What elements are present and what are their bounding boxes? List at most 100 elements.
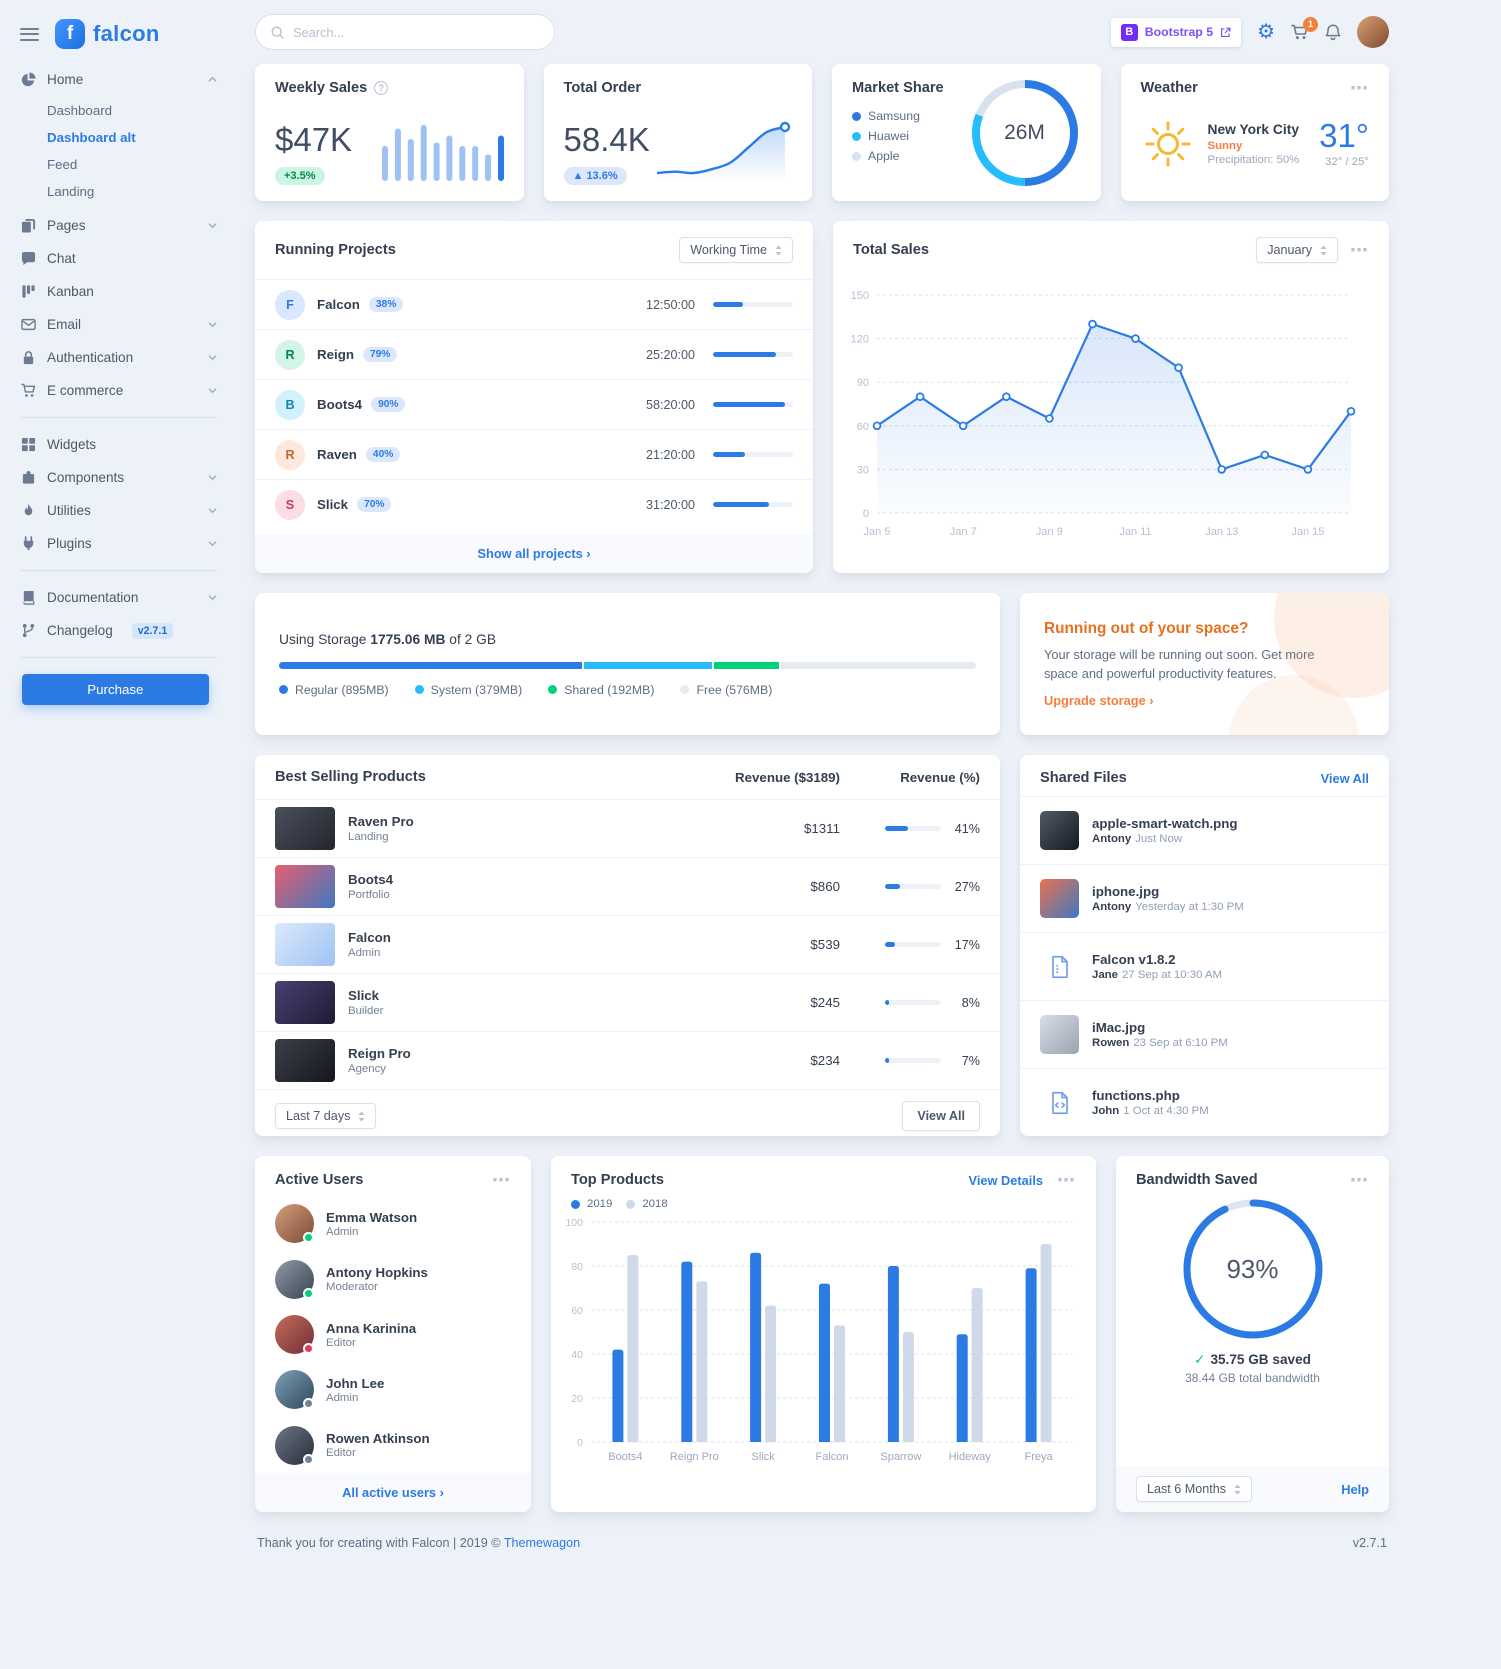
active-users-menu-button[interactable]: ⋯ — [492, 1169, 511, 1190]
product-category[interactable]: Builder — [348, 1005, 384, 1017]
view-details-link[interactable]: View Details — [968, 1172, 1043, 1188]
file-row: functions.php John 1 Oct at 4:30 PM — [1020, 1068, 1389, 1136]
project-name[interactable]: Raven — [317, 447, 357, 462]
project-name[interactable]: Falcon — [317, 297, 360, 312]
sidebar-item-pages[interactable]: Pages — [20, 209, 223, 242]
legend-item: 2019 — [571, 1198, 612, 1210]
product-progress-bar — [885, 884, 941, 889]
project-name[interactable]: Boots4 — [317, 397, 363, 412]
sidebar-item-widgets[interactable]: Widgets — [20, 428, 223, 461]
info-icon[interactable]: ? — [374, 81, 389, 95]
notifications-button[interactable] — [1325, 23, 1341, 41]
project-row: R Raven 40% 21:20:00 — [255, 429, 813, 479]
file-name[interactable]: iMac.jpg — [1092, 1020, 1146, 1035]
sidebar-item-email[interactable]: Email — [20, 308, 223, 341]
show-all-projects-link[interactable]: Show all projects › — [255, 534, 813, 573]
sidebar-item-ecommerce[interactable]: E commerce — [20, 374, 223, 407]
product-revenue: $234 — [810, 1053, 840, 1068]
projects-sales-row: Running Projects Working Time F Falcon 3… — [255, 221, 1389, 573]
sidebar-item-home[interactable]: Home — [20, 63, 223, 96]
brand-row: f falcon — [20, 13, 223, 55]
help-link[interactable]: Help — [1341, 1481, 1369, 1497]
sidebar-item-dashboard-alt[interactable]: Dashboard alt — [47, 130, 136, 145]
themewagon-link[interactable]: Themewagon — [503, 1536, 581, 1550]
svg-text:20: 20 — [571, 1393, 583, 1405]
storage-segment-free — [781, 661, 976, 669]
user-name[interactable]: John Lee — [326, 1375, 385, 1391]
user-name[interactable]: Rowen Atkinson — [326, 1431, 430, 1447]
svg-text:Falcon: Falcon — [815, 1451, 848, 1463]
sidebar-item-utilities[interactable]: Utilities — [20, 494, 223, 527]
all-active-users-link[interactable]: All active users › — [255, 1473, 531, 1512]
project-avatar: B — [275, 389, 305, 420]
top-products-menu-button[interactable]: ⋯ — [1057, 1169, 1076, 1190]
project-name[interactable]: Reign — [317, 347, 354, 362]
product-category[interactable]: Portfolio — [348, 889, 390, 901]
working-time-select[interactable]: Working Time — [679, 237, 793, 263]
weather-menu-button[interactable]: ⋯ — [1350, 77, 1369, 98]
sidebar-item-kanban[interactable]: Kanban — [20, 275, 223, 308]
view-all-button[interactable]: View All — [902, 1101, 980, 1131]
falcon-logo-icon: f — [55, 19, 85, 49]
falcon-logo[interactable]: f falcon — [55, 19, 160, 49]
user-name[interactable]: Emma Watson — [326, 1209, 418, 1225]
sidebar-item-documentation[interactable]: Documentation — [20, 581, 223, 614]
product-category[interactable]: Landing — [348, 831, 389, 843]
product-category[interactable]: Agency — [348, 1063, 386, 1075]
sidebar-item-authentication[interactable]: Authentication — [20, 341, 223, 374]
sidebar-item-chat[interactable]: Chat — [20, 242, 223, 275]
storage-segment-system — [583, 661, 713, 669]
product-name[interactable]: Boots4 — [348, 872, 394, 887]
upgrade-storage-link[interactable]: Upgrade storage › — [1044, 693, 1154, 709]
weather-city: New York City — [1207, 121, 1300, 137]
shared-files-title: Shared Files — [1040, 770, 1127, 786]
file-name[interactable]: iphone.jpg — [1092, 884, 1160, 899]
plug-icon — [20, 536, 36, 551]
file-owner: Rowen — [1092, 1037, 1130, 1049]
project-row: R Reign 79% 25:20:00 — [255, 329, 813, 379]
total-sales-title: Total Sales — [853, 242, 929, 258]
total-sales-menu-button[interactable]: ⋯ — [1350, 239, 1369, 260]
months-select[interactable]: Last 6 Months — [1136, 1476, 1253, 1502]
purchase-button[interactable]: Purchase — [22, 674, 209, 705]
bandwidth-menu-button[interactable]: ⋯ — [1350, 1169, 1369, 1190]
sidebar-item-feed[interactable]: Feed — [47, 157, 78, 172]
sidebar-item-landing[interactable]: Landing — [47, 184, 95, 199]
sidebar-item-dashboard[interactable]: Dashboard — [47, 103, 113, 118]
market-share-card: Market Share Samsung Huawei Apple 26M — [832, 64, 1101, 201]
search-box[interactable] — [255, 14, 555, 50]
project-name[interactable]: Slick — [317, 497, 349, 512]
product-name[interactable]: Reign Pro — [348, 1046, 411, 1061]
sun-icon — [1141, 117, 1195, 171]
product-name[interactable]: Raven Pro — [348, 814, 414, 829]
sidebar-item-components[interactable]: Components — [20, 461, 223, 494]
user-name[interactable]: Anna Karinina — [326, 1320, 417, 1336]
settings-gear-icon[interactable]: ⚙ — [1257, 21, 1275, 43]
cart-button[interactable]: 1 — [1291, 17, 1318, 40]
puzzle-icon — [20, 470, 36, 485]
legend-dot — [279, 685, 288, 694]
market-share-chart — [971, 79, 1078, 186]
chevron-down-icon — [208, 221, 217, 230]
product-name[interactable]: Slick — [348, 988, 380, 1003]
user-row: Anna Karinina Editor — [255, 1307, 531, 1362]
time-range-select[interactable]: Last 7 days — [275, 1103, 377, 1129]
weather-title: Weather — [1140, 80, 1198, 96]
bootstrap-badge[interactable]: B Bootstrap 5 — [1110, 17, 1242, 47]
file-name[interactable]: apple-smart-watch.png — [1092, 816, 1238, 831]
best-selling-title: Best Selling Products — [275, 769, 426, 785]
product-name[interactable]: Falcon — [348, 930, 391, 945]
product-category[interactable]: Admin — [348, 947, 381, 959]
file-thumbnail — [1040, 811, 1079, 850]
file-name[interactable]: Falcon v1.8.2 — [1092, 952, 1176, 967]
search-input[interactable] — [293, 24, 539, 40]
legend-item: Samsung — [852, 109, 944, 123]
files-view-all-link[interactable]: View All — [1320, 770, 1369, 786]
sidebar-item-changelog[interactable]: Changelog v2.7.1 — [20, 614, 223, 647]
profile-avatar[interactable] — [1357, 16, 1389, 48]
hamburger-menu-button[interactable] — [20, 25, 39, 44]
sidebar-item-plugins[interactable]: Plugins — [20, 527, 223, 560]
file-name[interactable]: functions.php — [1092, 1088, 1180, 1103]
user-name[interactable]: Antony Hopkins — [326, 1265, 428, 1281]
month-select[interactable]: January — [1256, 237, 1338, 263]
